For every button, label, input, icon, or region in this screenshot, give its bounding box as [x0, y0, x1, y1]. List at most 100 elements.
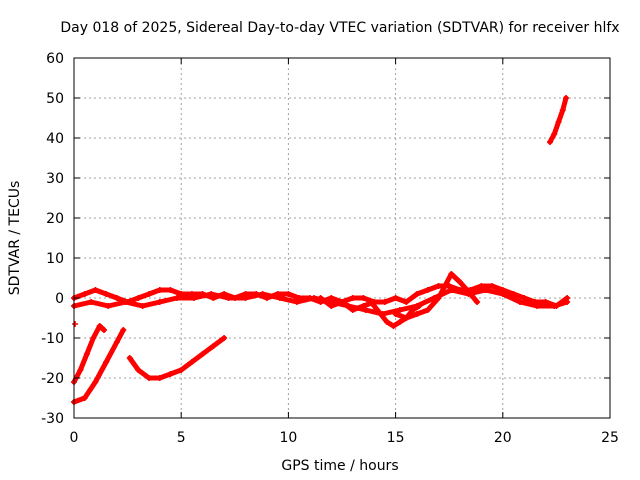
data-point [414, 291, 421, 297]
grid-lines [74, 58, 610, 418]
data-point [403, 315, 410, 321]
data-point [122, 299, 129, 305]
data-point [311, 295, 318, 301]
data-point [328, 303, 335, 309]
data-point [293, 299, 300, 305]
data-point [555, 119, 562, 125]
y-axis-label: SDTVAR / TECUs [7, 181, 23, 296]
series-arc-low-1 [71, 323, 108, 385]
data-point [199, 351, 206, 357]
data-point [96, 323, 103, 329]
x-axis-label: GPS time / hours [281, 458, 398, 474]
data-point [424, 287, 431, 293]
data-point [88, 299, 95, 305]
y-tick-label: 60 [46, 51, 64, 67]
data-point [81, 395, 88, 401]
y-tick-label: 10 [46, 251, 64, 267]
y-tick-label: 40 [46, 131, 64, 147]
data-point [416, 303, 423, 309]
data-point [360, 295, 367, 301]
plot-frame [73, 57, 611, 419]
data-point [317, 295, 324, 301]
data-point [103, 291, 110, 297]
y-tick-label: -10 [41, 331, 64, 347]
data-point [120, 327, 127, 333]
data-point [225, 295, 232, 301]
data-point [360, 303, 367, 309]
data-point [156, 299, 163, 305]
data-point [414, 311, 421, 317]
data-point [113, 295, 120, 301]
data-point [276, 295, 283, 301]
data-point [349, 295, 356, 301]
y-tick-label: 20 [46, 211, 64, 227]
data-point [105, 303, 112, 309]
y-tick-label: -30 [41, 411, 64, 427]
data-point [173, 295, 180, 301]
data-point [92, 379, 99, 385]
data-point [396, 307, 403, 313]
data-point [377, 311, 384, 317]
data-point [72, 321, 79, 327]
data-point [146, 375, 153, 381]
data-point [349, 307, 356, 313]
data-point [188, 359, 195, 365]
data-point [551, 303, 558, 309]
data-point [381, 299, 388, 305]
data-point [221, 335, 228, 341]
data-point [546, 139, 553, 145]
data-point [92, 287, 99, 293]
data-point [371, 299, 378, 305]
data-point [167, 371, 174, 377]
data-point [534, 303, 541, 309]
data-point [424, 307, 431, 313]
series-band-secondary [71, 287, 571, 317]
data-point [516, 299, 523, 305]
data-point [362, 307, 369, 313]
data-points [71, 95, 571, 405]
x-tick-label: 20 [494, 430, 512, 446]
data-point [90, 335, 97, 341]
axis-ticks: 0 5 10 15 20 25 -30 -20 -10 0 10 20 30 40 50 60 [41, 51, 619, 446]
x-tick-label: 25 [601, 430, 619, 446]
data-point [135, 367, 142, 373]
data-point [113, 339, 120, 345]
data-point [384, 319, 391, 325]
series-trace [127, 335, 227, 381]
series-rising-late [546, 95, 570, 145]
series-trace [393, 271, 480, 321]
data-point [510, 291, 517, 297]
data-point [521, 295, 528, 301]
data-point [441, 283, 448, 289]
data-point [489, 283, 496, 289]
data-point [559, 107, 566, 113]
data-point [482, 287, 489, 293]
data-point [409, 307, 416, 313]
data-point [83, 351, 90, 357]
data-point [191, 295, 198, 301]
y-tick-label: 30 [46, 171, 64, 187]
y-tick-label: 50 [46, 91, 64, 107]
series-trace [371, 303, 422, 329]
series-excursion-16-18 [392, 271, 481, 321]
data-point [448, 287, 455, 293]
data-point [448, 271, 455, 277]
data-point [392, 311, 399, 317]
data-point [156, 287, 163, 293]
data-point [259, 291, 266, 297]
data-point [77, 367, 84, 373]
data-point [392, 295, 399, 301]
series-arc-low-3 [126, 335, 228, 381]
data-point [499, 291, 506, 297]
y-tick-label: -20 [41, 371, 64, 387]
data-point [435, 295, 442, 301]
data-point [167, 287, 174, 293]
data-point [396, 319, 403, 325]
data-point [390, 323, 397, 329]
data-point [435, 283, 442, 289]
series-excursion-12-14 [317, 295, 378, 313]
data-point [139, 303, 146, 309]
data-point [178, 367, 185, 373]
data-point [551, 131, 558, 137]
